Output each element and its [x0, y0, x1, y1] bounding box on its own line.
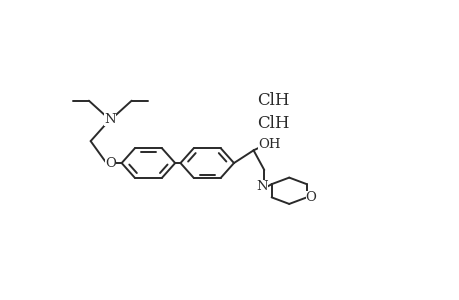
Text: O: O [305, 191, 316, 204]
Text: N: N [256, 180, 268, 193]
Text: OH: OH [258, 138, 280, 151]
Text: ClH: ClH [257, 115, 289, 132]
Text: O: O [105, 157, 116, 169]
Text: N: N [104, 113, 116, 126]
Text: ClH: ClH [257, 92, 289, 109]
